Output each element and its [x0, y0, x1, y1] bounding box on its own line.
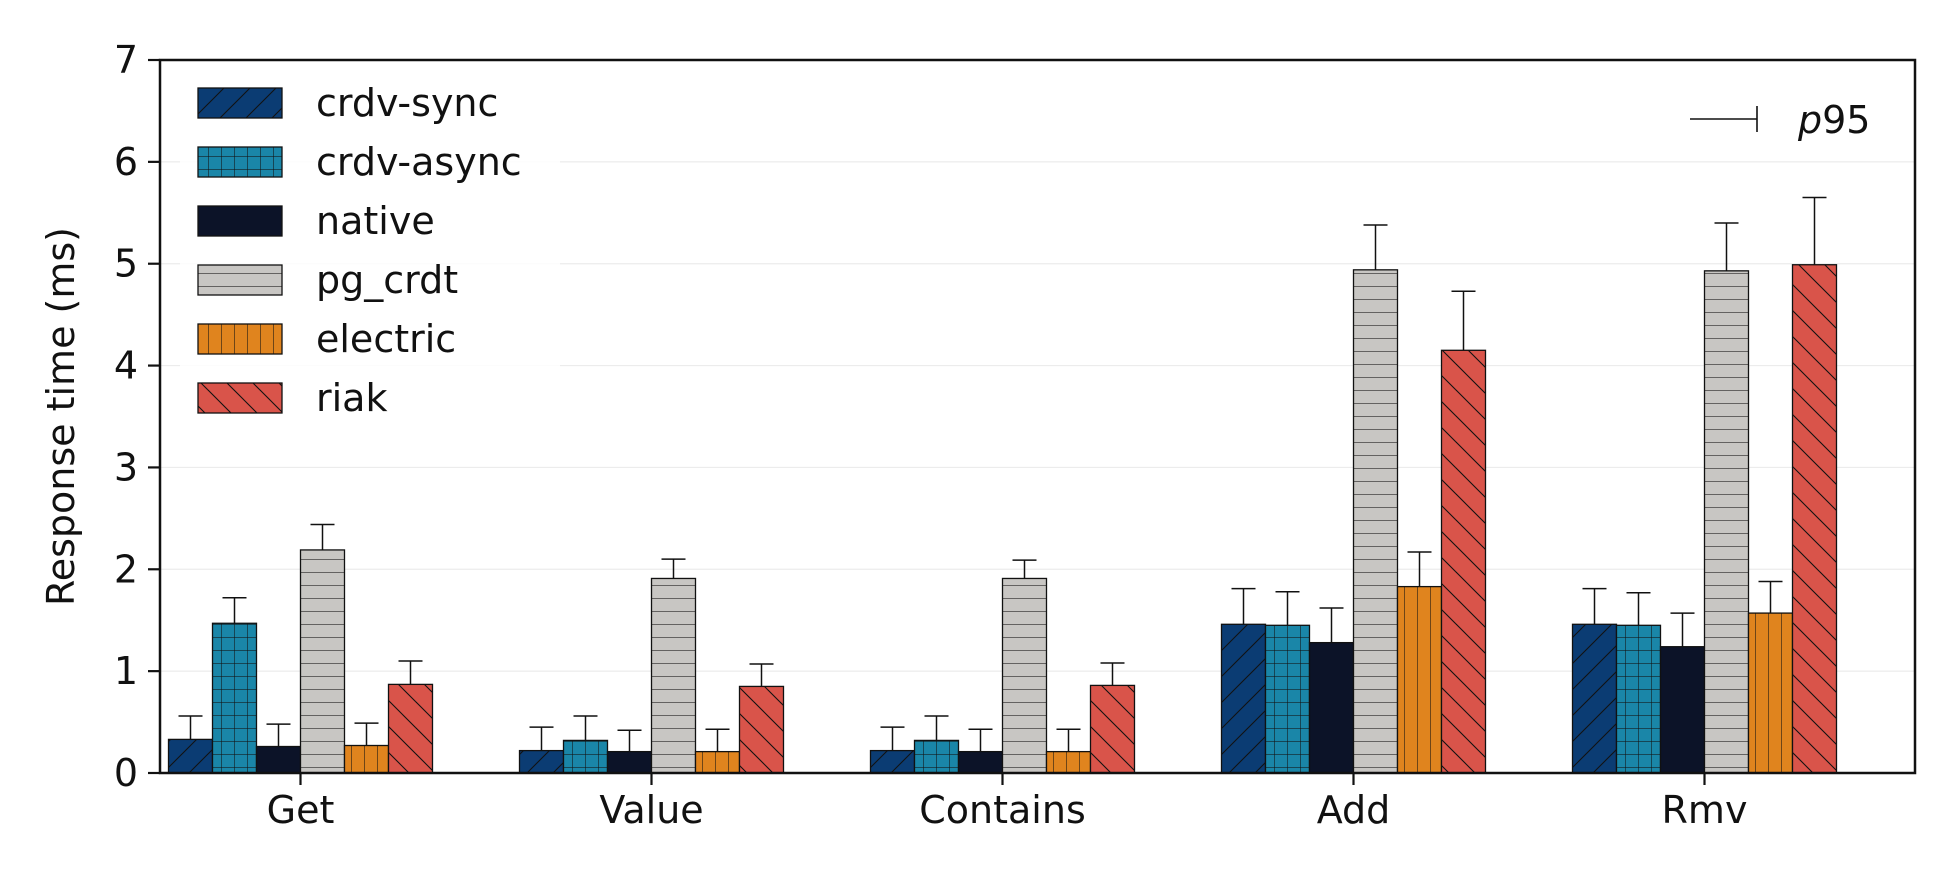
bar [299, 549, 346, 774]
p95-legend-label: p95 [1797, 98, 1870, 142]
bar [211, 622, 258, 774]
legend-label: pg_crdt [316, 258, 458, 302]
bar [387, 683, 434, 774]
legend-label: native [316, 199, 435, 243]
x-tick-label: Contains [919, 788, 1086, 832]
plot-frame [158, 58, 1917, 775]
bar [1045, 750, 1092, 774]
bar [738, 685, 785, 774]
bar [1747, 612, 1794, 774]
legend-swatch [197, 382, 283, 414]
y-tick-label: 6 [114, 140, 138, 184]
legend: crdv-sync crdv-async native pg_crdt electric… [180, 78, 560, 448]
y-tick-label: 1 [114, 649, 138, 693]
bar [1264, 624, 1311, 774]
bar [1659, 646, 1706, 774]
bar [1703, 270, 1750, 774]
bar [562, 739, 609, 774]
bar [869, 749, 916, 774]
x-axis: Get Value Contains Add Rmv [267, 773, 1748, 832]
bar [606, 750, 653, 774]
y-tick-label: 7 [114, 38, 138, 82]
bar [913, 739, 960, 774]
bar [1615, 624, 1662, 774]
y-tick-label: 0 [114, 751, 138, 795]
bar [167, 738, 214, 774]
y-tick-label: 2 [114, 547, 138, 591]
bar [1089, 684, 1136, 774]
y-axis: 0 1 2 3 4 5 6 7 [114, 38, 160, 795]
legend-label: riak [316, 376, 387, 420]
bar [343, 744, 390, 774]
legend-label: crdv-sync [316, 81, 498, 125]
legend-swatch [197, 323, 283, 355]
error-bars [178, 196, 1827, 752]
legend-swatch [197, 87, 283, 119]
bar [650, 577, 697, 774]
bar [957, 750, 1004, 774]
y-tick-label: 3 [114, 445, 138, 489]
y-tick-label: 4 [114, 344, 138, 388]
x-tick-label: Value [599, 788, 703, 832]
bar [694, 750, 741, 774]
p95-italic: p [1797, 98, 1822, 142]
bar [1220, 623, 1267, 774]
p95-number: 95 [1822, 98, 1870, 142]
legend-label: crdv-async [316, 140, 522, 184]
x-tick-label: Rmv [1662, 788, 1748, 832]
x-tick-label: Add [1317, 788, 1391, 832]
legend-swatch [197, 146, 283, 178]
bar [255, 745, 302, 774]
legend-swatch [197, 264, 283, 296]
bar [1352, 269, 1399, 774]
y-axis-label: Response time (ms) [39, 227, 83, 606]
bar [1571, 623, 1618, 774]
legend-swatch [197, 205, 283, 237]
y-tick-label: 5 [114, 242, 138, 286]
legend-label: electric [316, 317, 456, 361]
bar [1396, 585, 1443, 774]
x-tick-label: Get [267, 788, 335, 832]
p95-legend: p95 [1690, 98, 1870, 142]
bar [518, 749, 565, 774]
bar [1791, 264, 1838, 774]
bar [1308, 641, 1355, 774]
bar [1440, 349, 1487, 774]
bar [1001, 577, 1048, 774]
